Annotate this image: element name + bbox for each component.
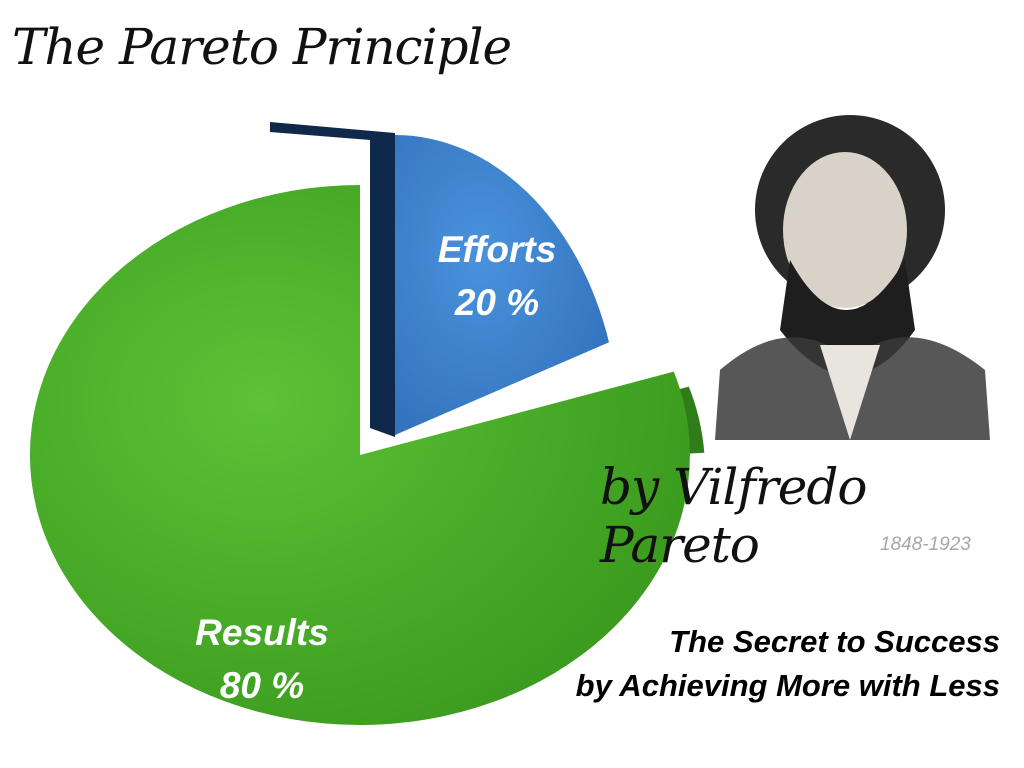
author-byline: by Vilfredo Pareto	[600, 458, 867, 574]
tagline-line-1: The Secret to Success	[669, 624, 1000, 659]
page-title: The Pareto Principle	[12, 18, 512, 76]
efforts-slice-side	[270, 122, 395, 437]
efforts-value-label: 20 %	[454, 282, 539, 323]
results-value-label: 80 %	[220, 665, 304, 706]
efforts-name-label: Efforts	[438, 229, 557, 270]
portrait-image	[715, 115, 990, 440]
results-name-label: Results	[195, 612, 329, 653]
tagline-line-2: by Achieving More with Less	[575, 668, 1000, 703]
pie-slice-efforts[interactable]	[395, 135, 609, 435]
author-years: 1848-1923	[880, 534, 971, 555]
tagline: The Secret to Success by Achieving More …	[576, 620, 1000, 708]
pie-slice-results[interactable]	[29, 184, 690, 726]
